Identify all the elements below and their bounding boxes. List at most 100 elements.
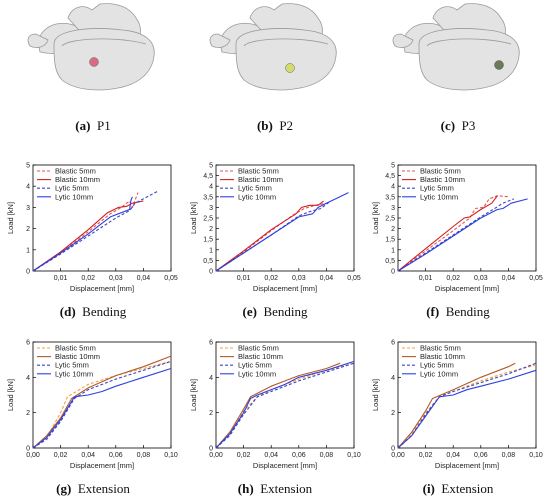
x-tick-label: 0,03 bbox=[109, 275, 123, 282]
vertebra-endplate bbox=[243, 38, 329, 47]
caption-text: Bending bbox=[263, 304, 308, 319]
chart-i: 0,00 0,02 0,04 0,06 0,08 0,10 0 2 4 6 Displacement… bbox=[370, 337, 543, 477]
y-tick-label: 4 bbox=[209, 184, 213, 191]
series-line bbox=[32, 192, 139, 272]
caption-b: (b) P2 bbox=[200, 118, 350, 134]
caption-text: P2 bbox=[279, 118, 294, 133]
y-tick-label: 2 bbox=[26, 410, 30, 417]
y-tick-label: 6 bbox=[391, 340, 395, 347]
vertebra-process bbox=[209, 33, 231, 48]
chart-e-svg: 0,01 0,02 0,03 0,04 0,05 0 0,5 1 1,5 2 2,5 3 3,5 4 4,5… bbox=[189, 163, 361, 294]
series-line bbox=[397, 362, 516, 449]
caption-text: Extension bbox=[77, 481, 130, 496]
caption-g: (g) Extension bbox=[18, 481, 168, 497]
x-tick-label: 0,04 bbox=[137, 275, 151, 282]
legend-label: Lytic 5mm bbox=[55, 361, 89, 370]
y-axis-label: Load [kN] bbox=[6, 379, 15, 411]
y-tick-label: 0 bbox=[209, 446, 213, 453]
y-tick-label: 4 bbox=[26, 375, 30, 382]
caption-text: Bending bbox=[82, 304, 127, 319]
series-line bbox=[215, 192, 349, 272]
series-line bbox=[215, 360, 355, 449]
x-tick-label: 0,06 bbox=[474, 452, 488, 459]
x-tick-label: 0,05 bbox=[529, 275, 543, 282]
vertebra-image-p3 bbox=[383, 0, 533, 110]
y-axis-label: Load [kN] bbox=[189, 202, 198, 234]
y-tick-label: 1 bbox=[209, 247, 213, 254]
y-tick-label: 2 bbox=[391, 410, 395, 417]
y-tick-label: 0 bbox=[391, 269, 395, 276]
y-tick-label: 6 bbox=[26, 340, 30, 347]
caption-label: (i) bbox=[422, 481, 435, 496]
x-axis-label: Displacement [mm] bbox=[70, 461, 134, 470]
series-line bbox=[215, 202, 327, 272]
y-tick-label: 0 bbox=[26, 269, 30, 276]
series-line bbox=[397, 195, 498, 272]
y-tick-label: 0 bbox=[26, 446, 30, 453]
legend-label: Lytic 10mm bbox=[420, 192, 458, 201]
x-tick-label: 0,02 bbox=[237, 452, 251, 459]
caption-text: Bending bbox=[445, 304, 490, 319]
vertebra-body bbox=[235, 28, 337, 91]
x-tick-label: 0,08 bbox=[502, 452, 516, 459]
legend-label: Lytic 10mm bbox=[55, 369, 93, 378]
legend-label: Lytic 10mm bbox=[238, 192, 276, 201]
legend-label: Blastic 10mm bbox=[420, 175, 465, 184]
x-tick-label: 0,00 bbox=[26, 452, 40, 459]
y-tick-label: 2,5 bbox=[385, 216, 395, 223]
caption-text: Extension bbox=[441, 481, 494, 496]
y-axis-label: Load [kN] bbox=[189, 379, 198, 411]
series-line bbox=[32, 367, 172, 449]
x-tick-label: 0,01 bbox=[237, 275, 251, 282]
x-tick-label: 0,03 bbox=[292, 275, 306, 282]
y-tick-label: 3,5 bbox=[385, 194, 395, 201]
caption-h: (h) Extension bbox=[200, 481, 350, 497]
x-tick-label: 0,00 bbox=[391, 452, 405, 459]
y-tick-label: 6 bbox=[209, 340, 213, 347]
y-axis-label: Load [kN] bbox=[371, 379, 380, 411]
x-tick-label: 0,08 bbox=[320, 452, 334, 459]
x-tick-label: 0,01 bbox=[419, 275, 433, 282]
legend-label: Lytic 10mm bbox=[238, 369, 276, 378]
series-line bbox=[397, 362, 537, 449]
caption-label: (d) bbox=[59, 304, 76, 319]
series-line bbox=[397, 369, 537, 449]
vertebra-body bbox=[418, 28, 520, 91]
x-tick-label: 0,02 bbox=[419, 452, 433, 459]
chart-h-svg: 0,00 0,02 0,04 0,06 0,08 0,10 0 2 4 6 Displacement… bbox=[189, 340, 361, 471]
caption-label: (a) bbox=[75, 118, 91, 133]
y-tick-label: 2 bbox=[391, 226, 395, 233]
vertebra-process bbox=[27, 33, 49, 48]
legend-label: Lytic 5mm bbox=[420, 184, 454, 193]
x-tick-label: 0,04 bbox=[502, 275, 516, 282]
x-tick-label: 0,10 bbox=[529, 452, 543, 459]
y-tick-label: 1,5 bbox=[385, 237, 395, 244]
y-tick-label: 4 bbox=[391, 184, 395, 191]
y-tick-label: 2 bbox=[209, 410, 213, 417]
caption-label: (e) bbox=[242, 304, 257, 319]
legend-label: Blastic 10mm bbox=[420, 352, 465, 361]
chart-d-svg: 0,01 0,02 0,03 0,04 0,05 0 1 2 3 4 5 Displacement [… bbox=[6, 163, 178, 294]
plot-area-frame bbox=[215, 164, 355, 272]
chart-g-svg: 0,00 0,02 0,04 0,06 0,08 0,10 0 2 4 6 Displacement… bbox=[6, 340, 178, 471]
caption-text: P3 bbox=[461, 118, 476, 133]
legend-label: Blastic 10mm bbox=[238, 175, 283, 184]
legend-label: Lytic 5mm bbox=[55, 184, 89, 193]
series-line bbox=[215, 362, 341, 449]
caption-i: (i) Extension bbox=[383, 481, 533, 497]
vertebra-process bbox=[392, 33, 414, 48]
chart-f-svg: 0,01 0,02 0,03 0,04 0,05 0 0,5 1 1,5 2 2,5 3 3,5 4 4,5… bbox=[371, 163, 543, 294]
chart-e: 0,01 0,02 0,03 0,04 0,05 0 0,5 1 1,5 2 2,5 3 3,5 4 4,5… bbox=[188, 160, 361, 300]
caption-text: P1 bbox=[96, 118, 111, 133]
vertebra-body bbox=[53, 28, 155, 91]
vertebra-endplate bbox=[426, 38, 512, 47]
caption-label: (g) bbox=[56, 481, 72, 496]
y-tick-label: 1,5 bbox=[203, 237, 213, 244]
series-line bbox=[397, 195, 509, 272]
y-tick-label: 4 bbox=[209, 375, 213, 382]
x-tick-label: 0,04 bbox=[320, 275, 334, 282]
chart-h: 0,00 0,02 0,04 0,06 0,08 0,10 0 2 4 6 Displacement… bbox=[188, 337, 361, 477]
x-tick-label: 0,10 bbox=[347, 452, 361, 459]
y-tick-label: 4,5 bbox=[203, 173, 213, 180]
y-tick-label: 1 bbox=[26, 247, 30, 254]
